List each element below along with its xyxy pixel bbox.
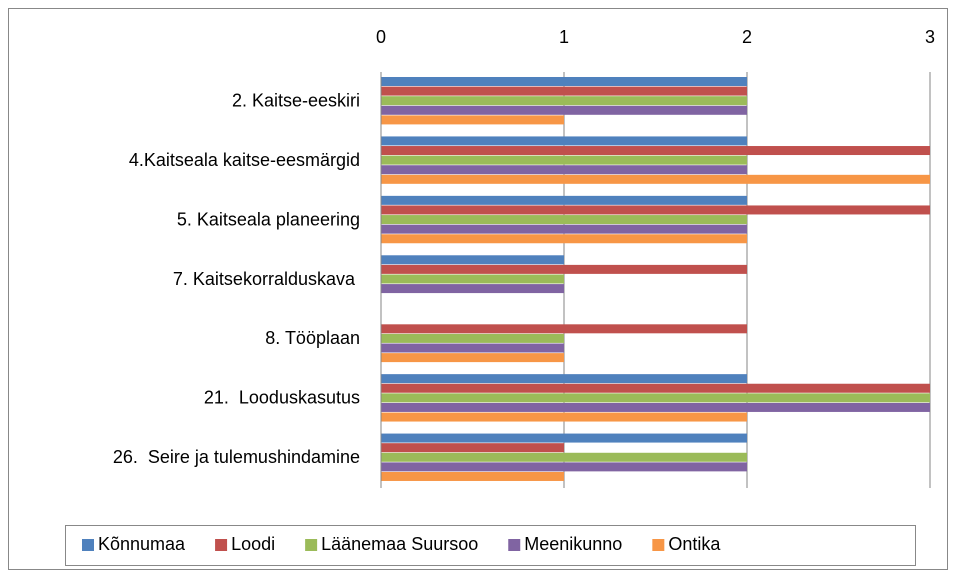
bar	[381, 255, 564, 265]
bar	[381, 452, 747, 462]
legend-label: Läänemaa Suursoo	[321, 534, 478, 554]
legend-label: Loodi	[231, 534, 275, 554]
bar	[381, 155, 747, 165]
legend-label: Ontika	[668, 534, 721, 554]
y-tick-label: 4.Kaitseala kaitse-eesmärgid	[129, 150, 360, 170]
bar	[381, 443, 564, 453]
y-tick-label: 5. Kaitseala planeering	[177, 209, 360, 229]
x-tick-label: 1	[559, 27, 569, 47]
y-tick-label: 26. Seire ja tulemushindamine	[113, 447, 360, 467]
bar	[381, 234, 747, 244]
bar	[381, 105, 747, 115]
legend-box	[65, 525, 916, 566]
bar	[381, 115, 564, 125]
legend-swatch	[508, 539, 521, 551]
bar	[381, 136, 747, 146]
bar	[381, 433, 747, 443]
bar	[381, 274, 564, 284]
bar	[381, 96, 747, 106]
y-tick-label: 7. Kaitsekorralduskava	[173, 269, 360, 289]
x-tick-label: 3	[925, 27, 935, 47]
bar	[381, 224, 747, 234]
bar	[381, 343, 564, 353]
bar	[381, 393, 930, 403]
bar	[381, 284, 564, 294]
bar	[381, 205, 930, 215]
legend-swatch	[305, 539, 318, 551]
bar	[381, 174, 930, 184]
bar	[381, 264, 747, 274]
legend-swatch	[652, 539, 665, 551]
legend-label: Kõnnumaa	[98, 534, 186, 554]
legend-swatch	[215, 539, 228, 551]
bar	[381, 215, 747, 225]
y-tick-label: 21. Looduskasutus	[204, 388, 360, 408]
bar	[381, 333, 564, 343]
legend-swatch	[82, 539, 94, 551]
y-tick-label: 2. Kaitse-eeskiri	[232, 90, 360, 110]
bar	[381, 412, 747, 422]
bar	[381, 324, 747, 334]
bar	[381, 165, 747, 175]
bar	[381, 86, 747, 96]
x-tick-label: 0	[376, 27, 386, 47]
bar	[381, 146, 930, 156]
bar	[381, 353, 564, 363]
bar	[381, 77, 747, 86]
bar	[381, 374, 747, 384]
bar	[381, 383, 930, 393]
bar	[381, 195, 747, 205]
legend-label: Meenikunno	[524, 534, 622, 554]
y-tick-label: 8. Tööplaan	[265, 328, 360, 348]
x-tick-label: 2	[742, 27, 752, 47]
bar	[381, 462, 747, 472]
bar	[381, 402, 930, 412]
bar	[381, 471, 564, 481]
